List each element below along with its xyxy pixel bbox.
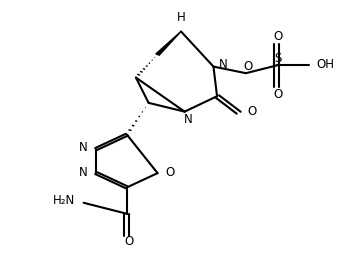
Text: N: N bbox=[79, 141, 88, 154]
Text: OH: OH bbox=[316, 58, 334, 71]
Text: N: N bbox=[184, 113, 193, 126]
Text: H: H bbox=[177, 11, 185, 24]
Text: O: O bbox=[248, 105, 257, 118]
Polygon shape bbox=[156, 31, 181, 55]
Text: O: O bbox=[274, 30, 283, 43]
Text: S: S bbox=[275, 52, 282, 65]
Text: O: O bbox=[165, 166, 175, 179]
Text: H₂N: H₂N bbox=[53, 194, 75, 207]
Text: O: O bbox=[243, 60, 252, 73]
Text: O: O bbox=[124, 235, 133, 248]
Text: N: N bbox=[79, 166, 88, 179]
Text: N: N bbox=[219, 58, 228, 71]
Text: O: O bbox=[274, 88, 283, 101]
